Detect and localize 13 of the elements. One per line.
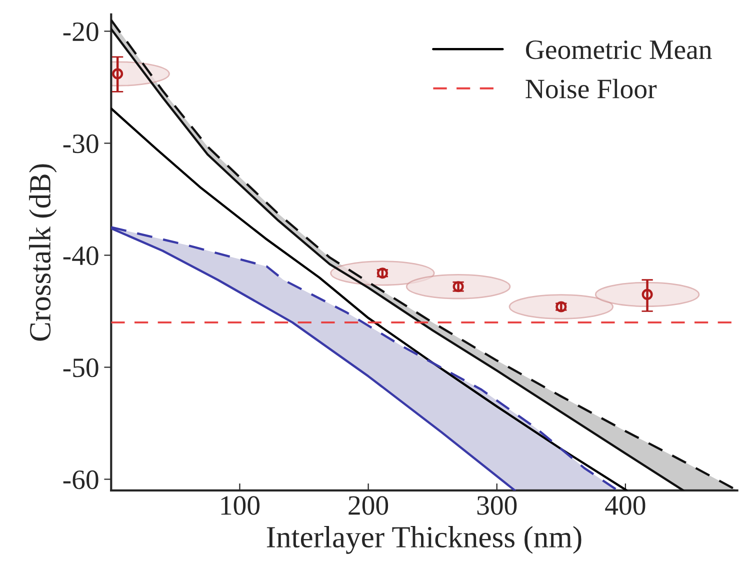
y-tick-label: -30 (63, 134, 98, 154)
y-tick-label: -40 (63, 246, 98, 266)
x-tick-label: 400 (605, 496, 646, 515)
x-tick-label: 200 (348, 496, 388, 515)
x-axis-title: Interlayer Thickness (nm) (266, 526, 582, 554)
x-tick-label: 300 (477, 496, 517, 515)
y-tick-label: -20 (63, 22, 98, 42)
legend-label: Geometric Mean (526, 40, 712, 60)
y-tick-label: -60 (63, 470, 98, 490)
x-tick-label: 100 (221, 496, 260, 515)
y-axis-title: Crosstalk (dB) (29, 164, 57, 341)
y-tick-label: -50 (63, 358, 98, 378)
legend-label: Noise Floor (526, 78, 657, 98)
